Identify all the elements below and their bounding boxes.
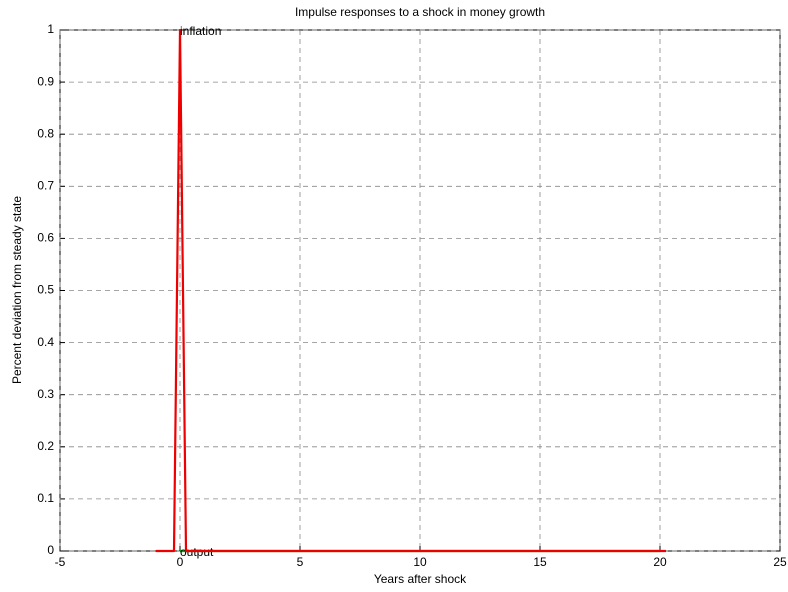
y-tick-label: 1 — [47, 22, 54, 36]
series-label: inflation — [180, 24, 221, 38]
x-tick-label: -5 — [55, 555, 66, 569]
y-tick-label: 0 — [47, 543, 54, 557]
series-label: output — [180, 545, 214, 559]
y-tick-label: 0.8 — [37, 126, 54, 140]
y-tick-label: 0.5 — [37, 283, 54, 297]
series-line — [156, 28, 666, 553]
x-tick-label: 15 — [533, 555, 547, 569]
chart-title: Impulse responses to a shock in money gr… — [295, 5, 545, 19]
y-tick-label: 0.2 — [37, 439, 54, 453]
y-tick-label: 0.4 — [37, 335, 54, 349]
x-tick-label: 25 — [773, 555, 787, 569]
x-tick-label: 5 — [297, 555, 304, 569]
y-axis-label: Percent deviation from steady state — [10, 196, 24, 384]
y-tick-label: 0.1 — [37, 491, 54, 505]
y-tick-label: 0.7 — [37, 178, 54, 192]
x-tick-label: 10 — [413, 555, 427, 569]
y-tick-label: 0.6 — [37, 231, 54, 245]
y-tick-label: 0.3 — [37, 387, 54, 401]
x-tick-label: 0 — [177, 555, 184, 569]
x-tick-label: 20 — [653, 555, 667, 569]
y-tick-label: 0.9 — [37, 74, 54, 88]
x-axis-label: Years after shock — [374, 572, 467, 586]
